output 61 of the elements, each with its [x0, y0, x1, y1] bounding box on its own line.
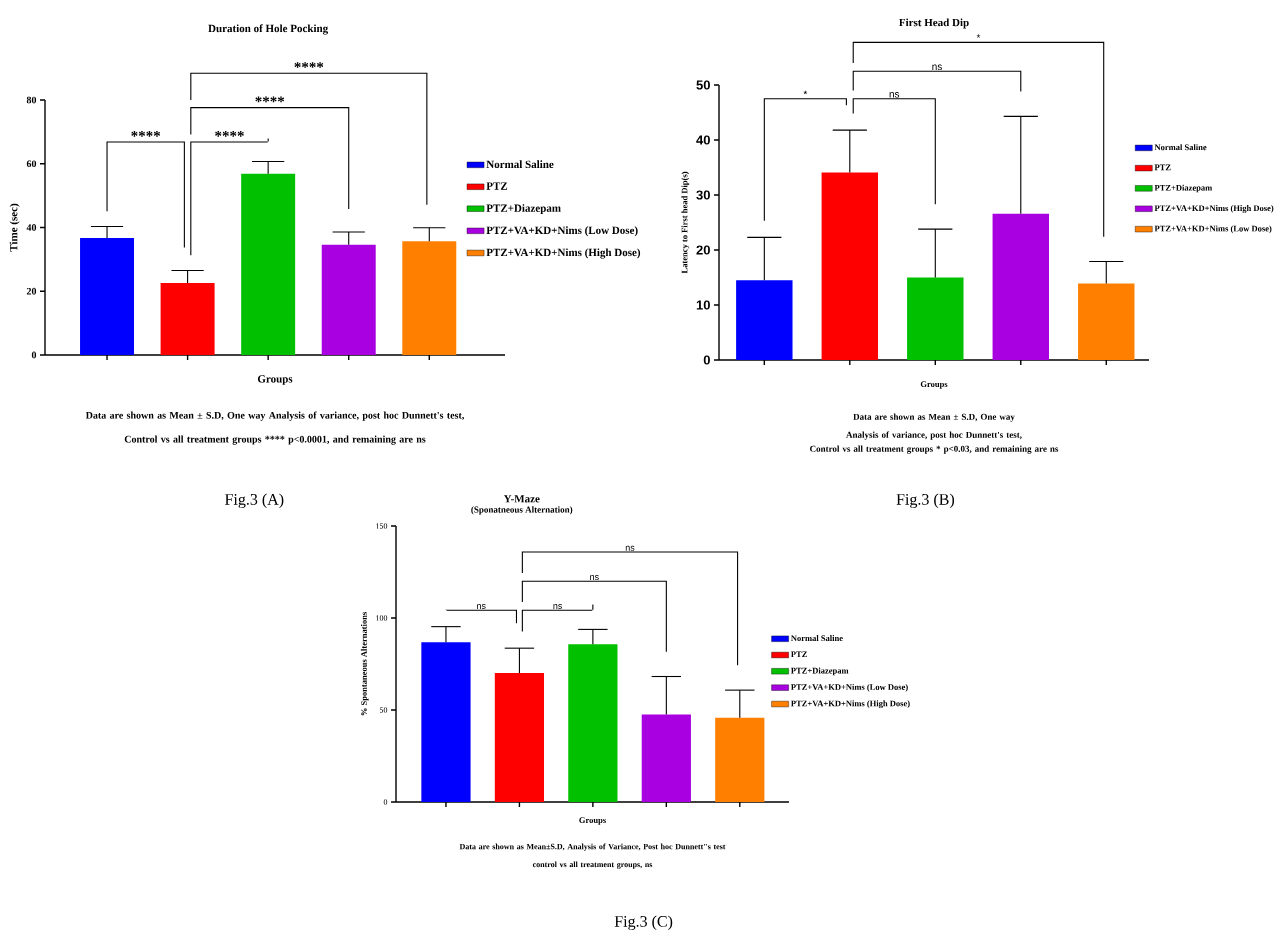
legend-label: PTZ	[790, 651, 807, 658]
text: control vs all treatment groups, ns	[532, 861, 653, 869]
text: Data are shown as Mean ± S.D, One way Analysis of variance, post hoc Dunnett's test,	[85, 411, 464, 421]
y-tick-label: 40	[696, 135, 710, 145]
legend-label: PTZ+VA+KD+Nims (High Dose)	[790, 700, 910, 709]
annotation: ns	[477, 604, 486, 609]
chart-subtitle: (Sponatneous Alternation)	[471, 506, 573, 515]
y-tick-label: 0	[31, 351, 37, 359]
legend-label: PTZ+Diazepam	[1154, 184, 1213, 193]
legend-label: PTZ+VA+KD+Nims (High Dose)	[486, 248, 641, 259]
legend-label: PTZ+Diazepam	[790, 667, 849, 676]
text: Data are shown as Mean ± S.D, One way Analysis of variance, post hoc Dunnett's test,	[846, 413, 1022, 440]
x-axis-title: Groups	[579, 817, 606, 825]
text: ****	[294, 62, 324, 68]
y-tick-label: 30	[696, 190, 710, 200]
text: Control vs all treatment groups **** p<0.0001, and remaining are ns	[124, 435, 426, 445]
legend-label: PTZ	[486, 182, 508, 190]
y-axis-title: Time (sec)	[9, 203, 20, 252]
y-tick-label: 20	[26, 287, 37, 295]
legend-label: PTZ	[1154, 164, 1171, 171]
y-tick-label: 60	[26, 160, 37, 168]
y-axis-title: Latency to First head Dip(s)	[681, 171, 690, 274]
y-axis-title: % Spontaneous Alternations	[360, 612, 369, 716]
y-tick-label: 50	[696, 80, 710, 90]
y-tick-label: 20	[696, 245, 710, 255]
text: *	[976, 34, 981, 38]
legend-label: PTZ+Diazepam	[486, 204, 561, 215]
y-tick-label: 10	[696, 300, 710, 310]
caption: Fig.3 (A)	[224, 493, 284, 509]
legend-label: PTZ+VA+KD+Nims (Low Dose)	[1154, 225, 1272, 234]
legend-label: Normal Saline	[1154, 144, 1207, 151]
annotation: ****	[255, 96, 285, 103]
annotation: *	[803, 90, 808, 95]
caption: Fig.3 (B)	[896, 493, 955, 509]
y-tick-label: 50	[379, 707, 388, 713]
text: Control vs all treatment groups * p<0.03, and remaining are ns	[810, 445, 1059, 454]
annotation: ****	[131, 130, 161, 137]
y-tick-label: 100	[376, 615, 388, 621]
annotation: ns	[590, 575, 599, 580]
legend-label: Normal Saline	[486, 160, 554, 169]
annotation: ns	[889, 92, 900, 98]
x-axis-title: Groups	[920, 381, 948, 389]
y-tick-label: 150	[376, 523, 388, 529]
legend-label: PTZ+VA+KD+Nims (Low Dose)	[486, 226, 638, 237]
legend-label: PTZ+VA+KD+Nims (High Dose)	[1154, 205, 1274, 213]
text: ns	[932, 64, 942, 71]
y-tick-label: 0	[383, 799, 388, 805]
annotation: ns	[553, 604, 563, 609]
x-axis-title: Groups	[257, 375, 293, 385]
legend-label: Normal Saline	[791, 635, 843, 642]
y-tick-label: 80	[26, 96, 37, 104]
annotation: ns	[625, 545, 635, 551]
y-tick-label: 0	[703, 355, 710, 365]
text: Data are shown as Mean±S.D, Analysis of Variance, Post hoc Dunnett"s test	[459, 843, 726, 851]
annotation: ****	[215, 130, 244, 137]
chart-title: First Head Dip	[899, 18, 969, 29]
legend-label: PTZ+VA+KD+Nims (Low Dose)	[790, 683, 908, 692]
y-tick-label: 40	[26, 224, 37, 231]
caption: Fig.3 (C)	[614, 915, 673, 931]
chart-title: Duration of Hole Pocking	[208, 24, 329, 35]
chart-title: Y-Maze	[503, 495, 540, 503]
